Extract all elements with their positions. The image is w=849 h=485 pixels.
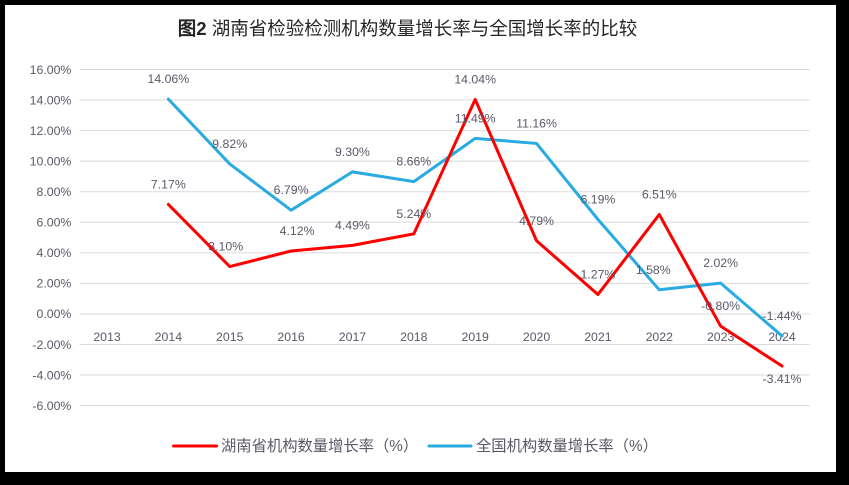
svg-text:2015: 2015 — [216, 330, 244, 344]
svg-text:2020: 2020 — [523, 330, 551, 344]
svg-text:4.79%: 4.79% — [519, 214, 554, 228]
svg-text:2014: 2014 — [155, 330, 183, 344]
svg-text:5.24%: 5.24% — [396, 207, 431, 221]
svg-text:6.79%: 6.79% — [274, 183, 309, 197]
svg-text:3.10%: 3.10% — [208, 240, 243, 254]
svg-text:-1.44%: -1.44% — [763, 309, 802, 323]
svg-text:2.02%: 2.02% — [703, 256, 738, 270]
svg-text:4.49%: 4.49% — [335, 218, 370, 232]
svg-text:8.66%: 8.66% — [396, 155, 431, 169]
svg-text:2019: 2019 — [462, 330, 490, 344]
svg-text:4.00%: 4.00% — [37, 246, 72, 260]
svg-text:16.00%: 16.00% — [30, 63, 72, 77]
svg-text:6.51%: 6.51% — [642, 187, 677, 201]
svg-text:2016: 2016 — [277, 330, 305, 344]
svg-text:1.27%: 1.27% — [580, 268, 615, 282]
svg-text:湖南省机构数量增长率（%）: 湖南省机构数量增长率（%） — [221, 438, 418, 455]
svg-text:2013: 2013 — [93, 330, 121, 344]
svg-text:-6.00%: -6.00% — [32, 399, 71, 413]
svg-text:10.00%: 10.00% — [30, 154, 72, 168]
svg-text:6.19%: 6.19% — [580, 192, 615, 206]
svg-text:7.17%: 7.17% — [151, 177, 186, 191]
svg-text:8.00%: 8.00% — [37, 185, 72, 199]
svg-text:4.12%: 4.12% — [280, 224, 315, 238]
svg-text:-3.41%: -3.41% — [763, 372, 802, 386]
svg-text:2.00%: 2.00% — [37, 277, 72, 291]
svg-text:2022: 2022 — [646, 330, 674, 344]
svg-text:-4.00%: -4.00% — [32, 368, 71, 382]
svg-text:11.49%: 11.49% — [455, 111, 496, 125]
svg-text:9.82%: 9.82% — [212, 137, 247, 151]
svg-text:2017: 2017 — [339, 330, 367, 344]
svg-text:1.58%: 1.58% — [636, 263, 671, 277]
svg-text:14.06%: 14.06% — [148, 72, 190, 86]
svg-text:12.00%: 12.00% — [30, 124, 72, 138]
svg-text:0.00%: 0.00% — [37, 307, 72, 321]
svg-text:全国机构数量增长率（%）: 全国机构数量增长率（%） — [476, 437, 658, 455]
svg-text:-0.80%: -0.80% — [701, 299, 740, 313]
svg-text:2021: 2021 — [584, 330, 612, 344]
svg-text:6.00%: 6.00% — [37, 216, 72, 230]
svg-text:14.00%: 14.00% — [30, 93, 72, 107]
svg-text:14.04%: 14.04% — [454, 72, 496, 86]
svg-text:9.30%: 9.30% — [335, 145, 370, 159]
svg-text:2018: 2018 — [400, 330, 428, 344]
svg-text:11.16%: 11.16% — [516, 116, 557, 130]
svg-text:-2.00%: -2.00% — [32, 338, 71, 352]
